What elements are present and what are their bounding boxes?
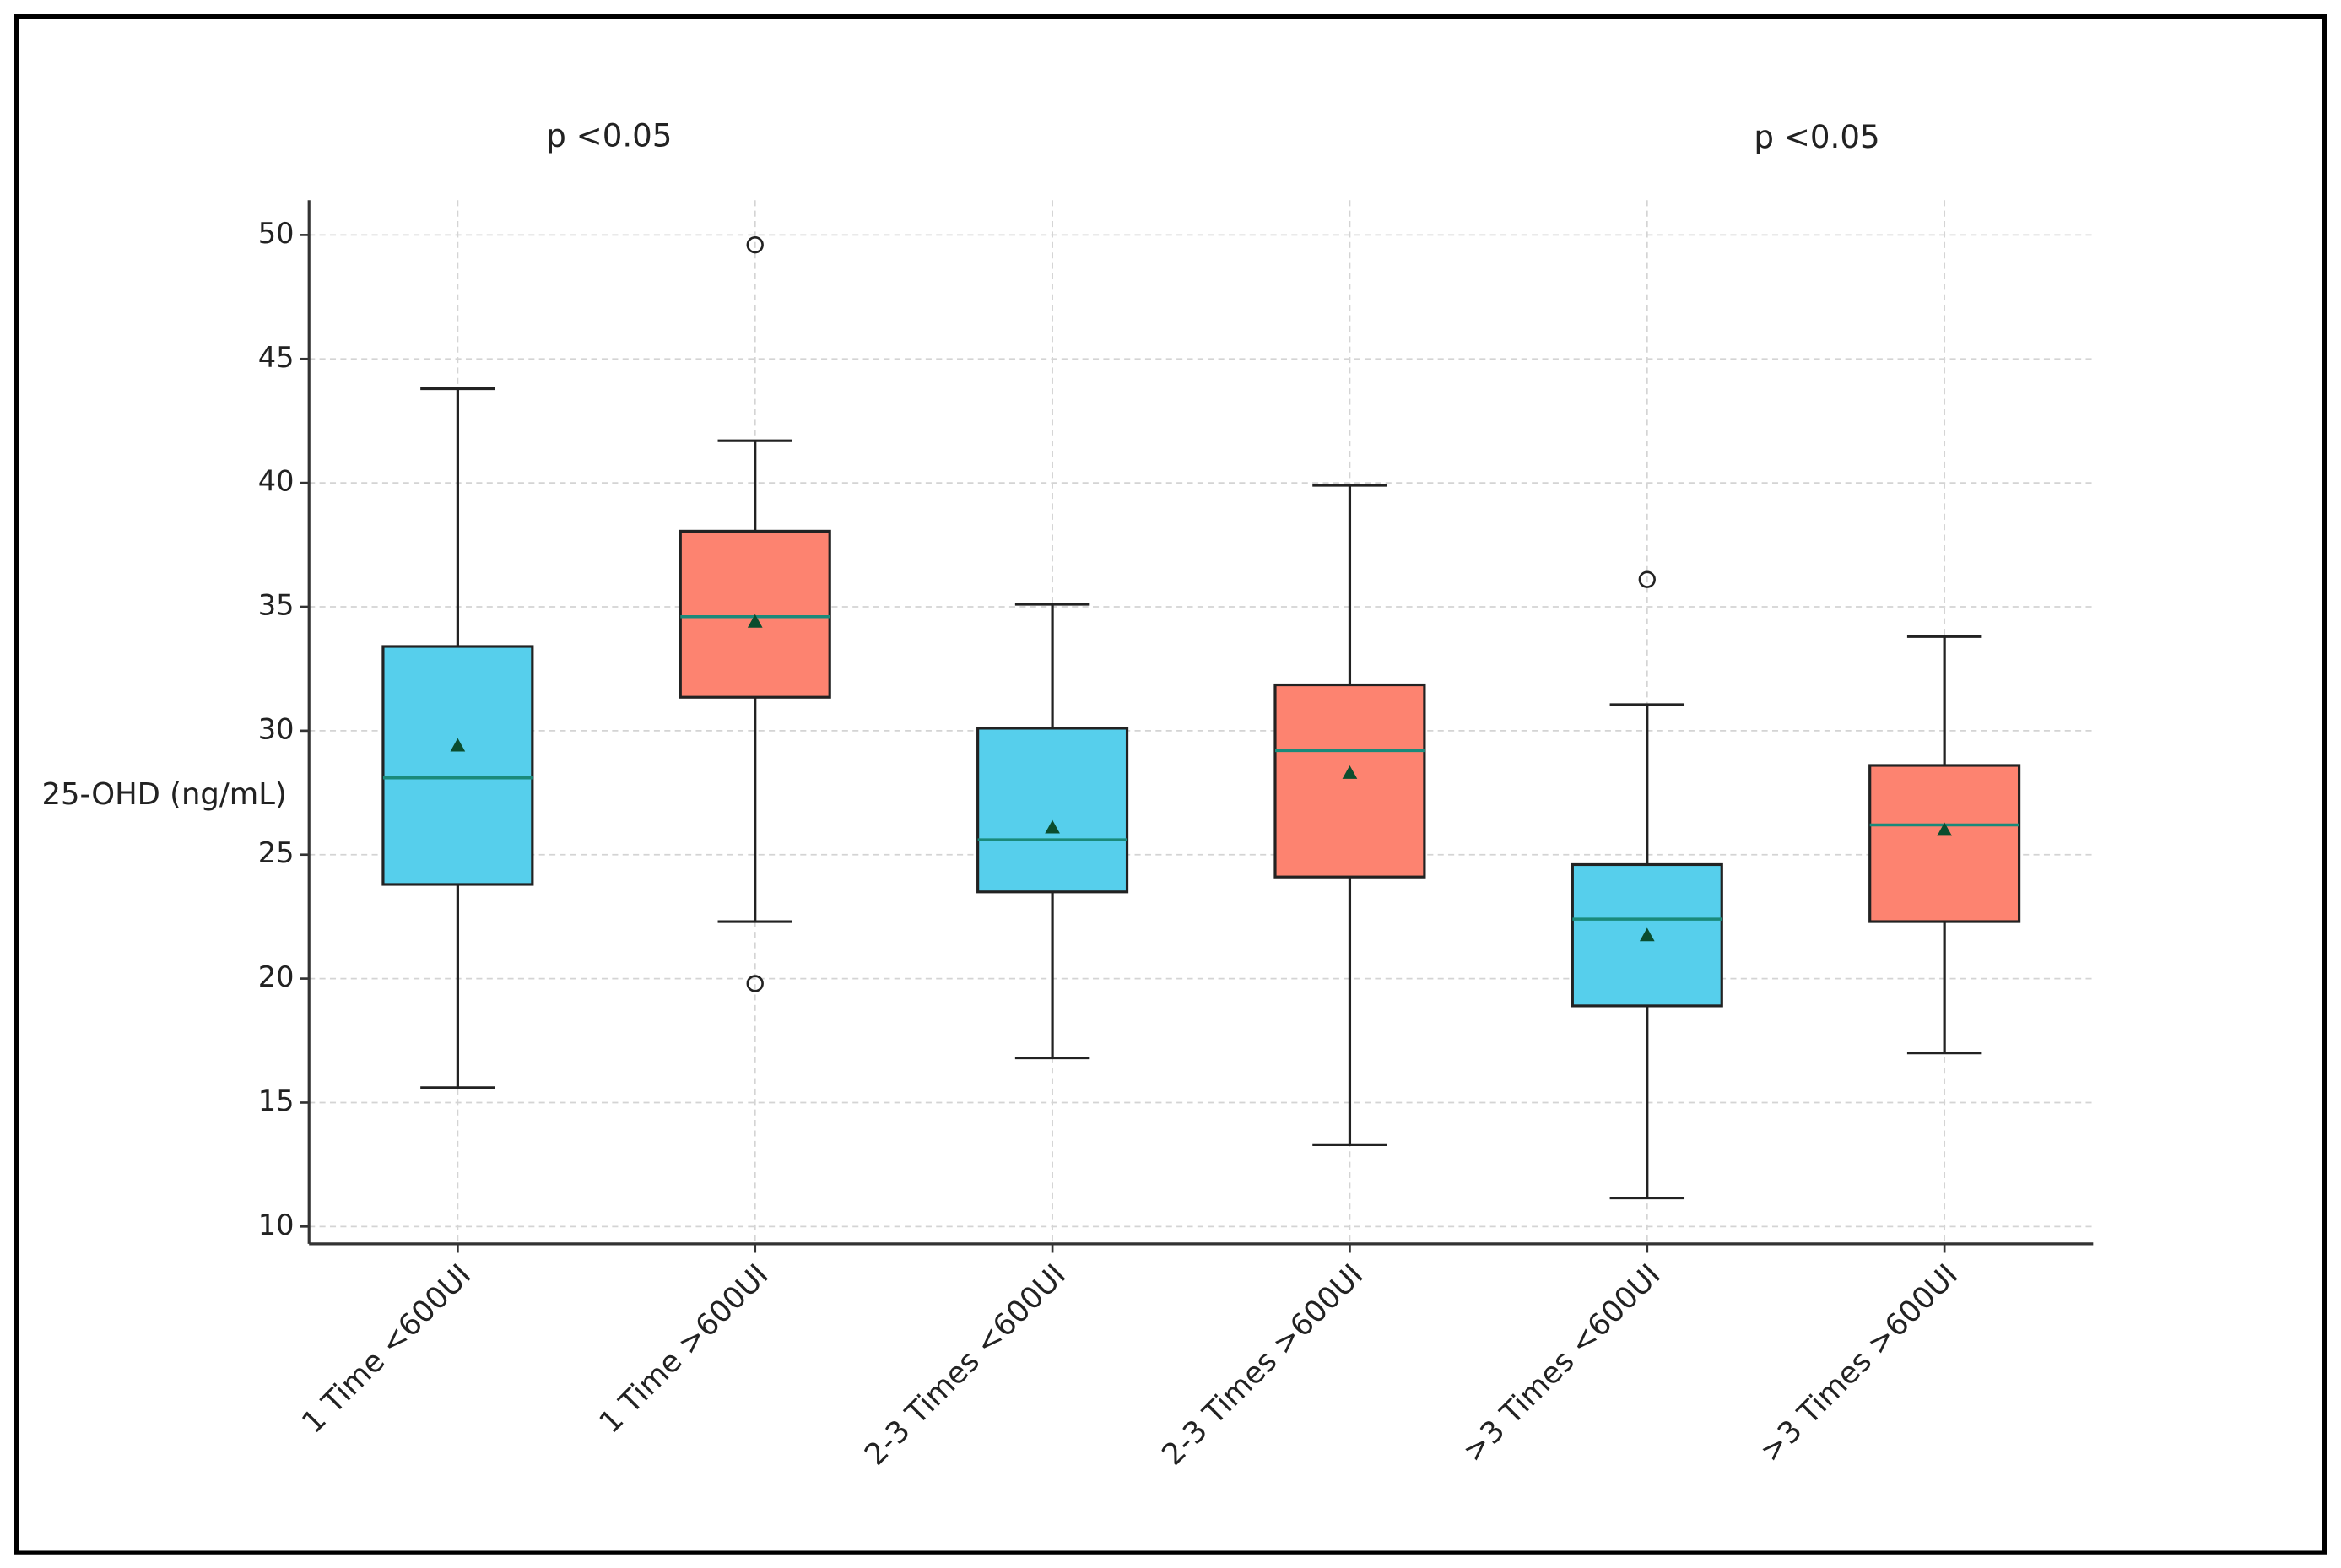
mean-marker [450,738,466,752]
outlier [746,975,764,992]
y-tick-label: 35 [258,588,295,621]
outlier [746,235,764,254]
y-tick-label: 25 [258,836,295,869]
annotation: p <0.05 [546,117,672,154]
annotation: p <0.05 [1754,119,1879,155]
mean-marker [1342,765,1358,779]
y-tick-label: 20 [258,960,295,993]
y-tick-label: 50 [258,217,295,250]
y-tick-label: 10 [258,1208,295,1241]
mean-marker [1639,927,1655,942]
box [1273,683,1426,879]
box [976,727,1129,894]
mean-marker [1045,819,1060,834]
mean-marker [747,614,763,628]
y-tick-label: 40 [258,465,295,498]
y-tick-label: 45 [258,341,295,374]
box [381,645,534,886]
outlier [1638,570,1656,588]
y-tick-label: 15 [258,1084,295,1117]
mean-marker [1937,822,1952,836]
y-tick-label: 30 [258,712,295,745]
y-axis-label: 25-OHD (ng/mL) [41,777,286,812]
box [1868,764,2021,923]
